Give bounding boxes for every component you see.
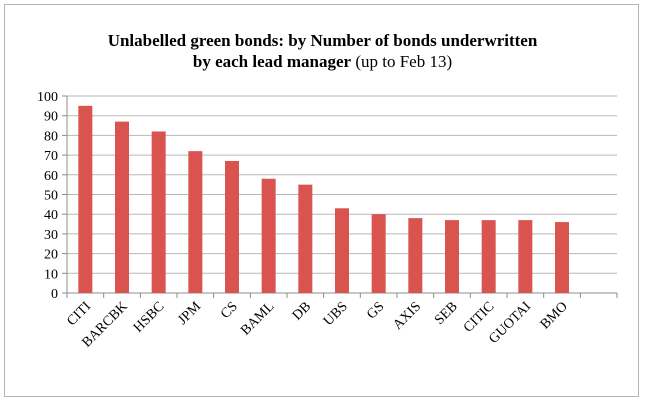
bar-gs <box>371 214 386 293</box>
x-tick-label: JPM <box>175 299 204 328</box>
bar-hsbc <box>151 131 166 293</box>
y-tick-label: 40 <box>44 208 58 223</box>
chart-title-line2-normal: (up to Feb 13) <box>351 52 453 71</box>
x-tick-label: BAML <box>238 299 277 338</box>
bar-citic <box>481 220 496 293</box>
bar-jpm <box>188 151 203 293</box>
chart-title: Unlabelled green bonds: by Number of bon… <box>0 30 645 72</box>
bar-axis <box>408 218 423 293</box>
x-tick-label: BMO <box>538 299 571 332</box>
x-tick-label: GS <box>364 299 387 322</box>
y-tick-label: 80 <box>44 129 58 144</box>
y-tick-label: 10 <box>44 267 58 282</box>
bar-baml <box>261 178 276 293</box>
y-tick-label: 0 <box>51 287 58 302</box>
bar-bmo <box>555 222 569 293</box>
x-tick-label: HSBC <box>131 299 167 335</box>
y-tick-label: 20 <box>44 248 58 263</box>
y-tick-label: 90 <box>44 110 58 125</box>
bar-cs <box>225 161 239 293</box>
y-tick-label: 50 <box>44 189 58 204</box>
bar-ubs <box>335 208 349 293</box>
y-tick-label: 30 <box>44 228 58 243</box>
x-tick-label: UBS <box>321 299 351 329</box>
x-tick-label: AXIS <box>390 299 424 333</box>
x-tick-label: DB <box>290 299 314 323</box>
y-tick-label: 70 <box>44 149 58 164</box>
bar-db <box>298 184 313 293</box>
chart-title-line2-bold: by each lead manager <box>192 52 352 71</box>
x-tick-label: SEB <box>432 299 461 328</box>
x-tick-label: CITI <box>64 299 94 329</box>
bar-guotai <box>518 220 533 293</box>
y-tick-label: 100 <box>37 90 58 105</box>
x-tick-label: CS <box>218 299 241 322</box>
bar-citi <box>78 105 93 293</box>
y-tick-label: 60 <box>44 169 58 184</box>
bar-seb <box>445 220 459 293</box>
chart-title-line1: Unlabelled green bonds: by Number of bon… <box>107 31 538 50</box>
bar-barcbk <box>115 121 129 293</box>
chart-frame <box>4 4 639 397</box>
